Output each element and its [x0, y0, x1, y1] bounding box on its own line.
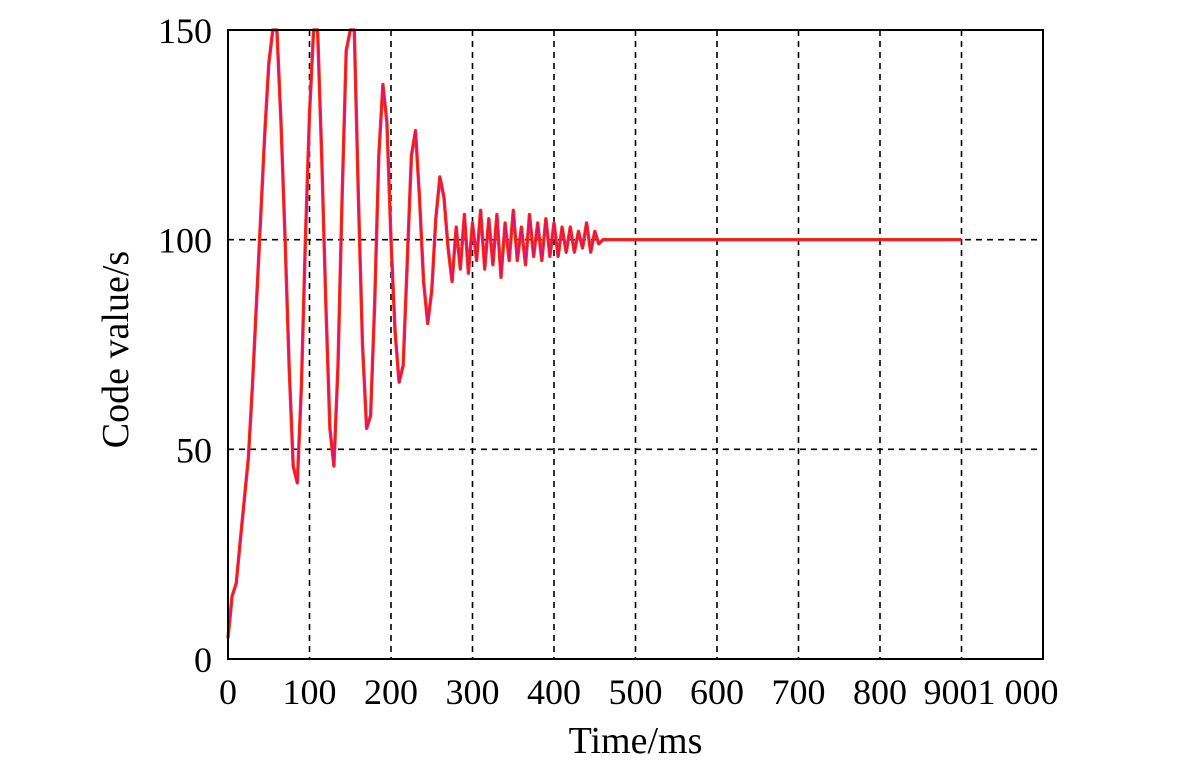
series-lines	[226, 28, 962, 639]
x-axis-label: Time/ms	[569, 720, 703, 762]
x-tick-label: 500	[609, 672, 663, 712]
plot-area-frame	[227, 29, 1044, 660]
y-tick-label: 150	[158, 11, 212, 51]
x-tick-label: 9001 000	[924, 672, 1059, 712]
grid-lines	[228, 29, 1043, 659]
x-tick-label: 200	[364, 672, 418, 712]
x-tick-label: 0	[219, 672, 237, 712]
x-tick-label: 700	[772, 672, 826, 712]
series-line	[227, 29, 962, 639]
x-tick-label: 400	[527, 672, 581, 712]
y-tick-label: 50	[176, 430, 212, 470]
x-tick-label: 100	[283, 672, 337, 712]
x-tick-label: 300	[446, 672, 500, 712]
y-tick-label: 100	[158, 221, 212, 261]
x-tick-label: 600	[690, 672, 744, 712]
y-axis-tick-labels: 0 50 100 150	[158, 11, 212, 680]
y-axis-label: Code value/s	[95, 251, 137, 448]
y-tick-label: 0	[194, 640, 212, 680]
x-axis-tick-labels: 0 100 200 300 400 500 600 700 800 9001 000	[219, 672, 1059, 712]
x-tick-label: 800	[853, 672, 907, 712]
